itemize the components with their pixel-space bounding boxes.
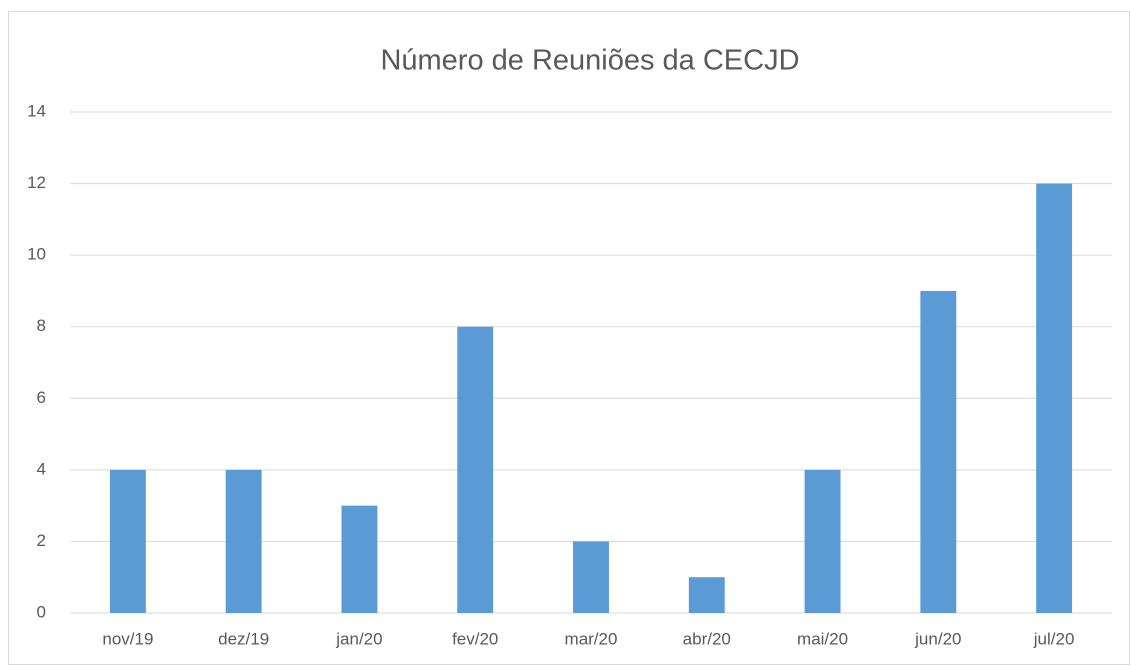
bar bbox=[804, 469, 841, 613]
chart-border bbox=[8, 11, 1130, 665]
chart-title: Número de Reuniões da CECJD bbox=[380, 45, 799, 77]
x-tick-label: fev/20 bbox=[452, 629, 498, 648]
x-tick-label: nov/19 bbox=[102, 629, 153, 648]
y-tick-label: 14 bbox=[27, 101, 46, 120]
y-tick-label: 8 bbox=[37, 316, 46, 335]
bar bbox=[341, 505, 378, 613]
bar bbox=[109, 469, 146, 613]
y-tick-label: 12 bbox=[27, 173, 46, 192]
x-tick-label: abr/20 bbox=[683, 629, 731, 648]
y-tick-label: 2 bbox=[37, 531, 46, 550]
y-tick-label: 0 bbox=[37, 602, 46, 621]
x-tick-label: mai/20 bbox=[797, 629, 848, 648]
bar bbox=[920, 290, 957, 613]
bar bbox=[457, 326, 494, 613]
bar bbox=[1036, 183, 1073, 614]
bar bbox=[573, 541, 609, 613]
x-tick-label: mar/20 bbox=[565, 629, 618, 648]
y-tick-label: 4 bbox=[37, 459, 46, 478]
x-tick-label: dez/19 bbox=[218, 629, 269, 648]
bar bbox=[225, 469, 262, 613]
y-tick-label: 10 bbox=[27, 245, 46, 264]
x-tick-label: jun/20 bbox=[914, 629, 961, 648]
bar bbox=[688, 577, 725, 613]
x-tick-label: jul/20 bbox=[1033, 629, 1075, 648]
y-tick-label: 6 bbox=[37, 388, 46, 407]
x-tick-label: jan/20 bbox=[335, 629, 382, 648]
